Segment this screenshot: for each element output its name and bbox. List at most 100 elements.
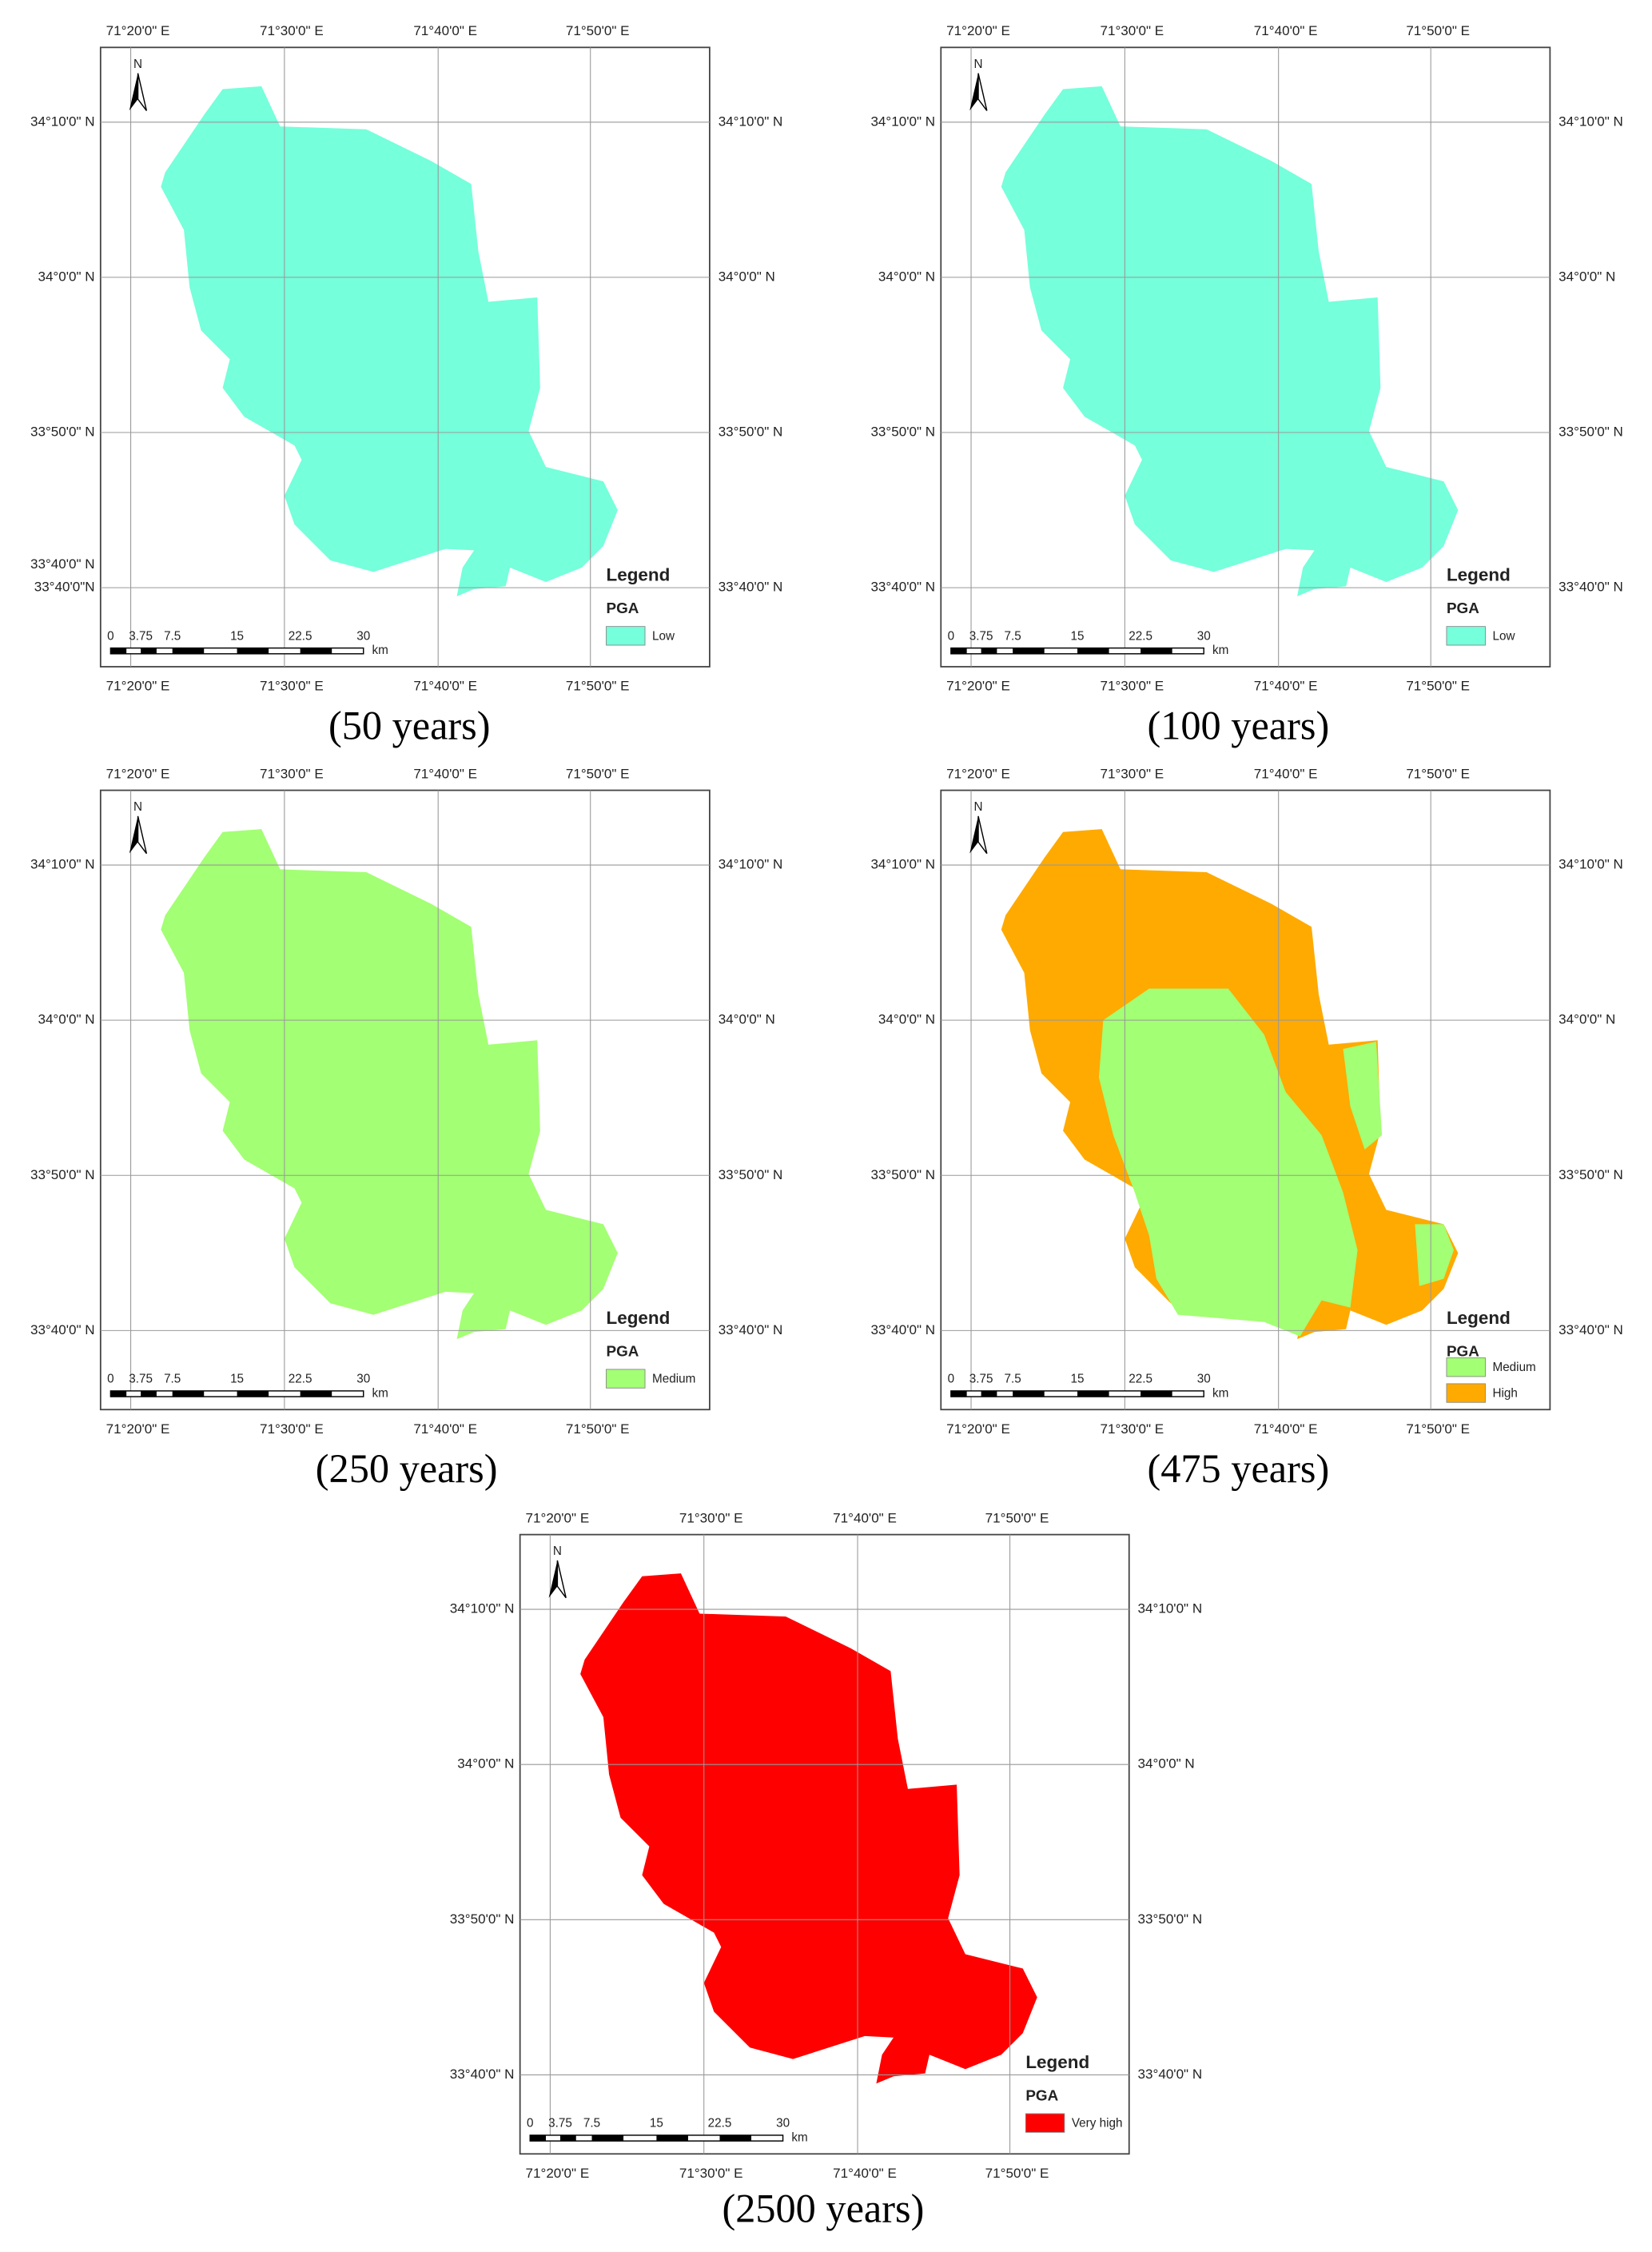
district-zone	[161, 86, 618, 596]
latitude-label: 34°10'0" N	[870, 114, 935, 129]
panel-caption: (100 years)	[1147, 704, 1329, 748]
scale-bar-segment	[1013, 648, 1045, 654]
district-zone	[1415, 1224, 1454, 1286]
panel-caption: (475 years)	[1147, 1446, 1329, 1491]
longitude-label: 71°40'0" E	[1254, 679, 1318, 694]
legend-label: Low	[652, 629, 675, 643]
legend-title: Legend	[606, 565, 670, 585]
longitude-label: 71°30'0" E	[679, 1510, 743, 1525]
panel-caption: (2500 years)	[722, 2186, 924, 2231]
longitude-label: 71°50'0" E	[1406, 766, 1470, 781]
latitude-label: 33°50'0" N	[30, 1167, 95, 1182]
latitude-label: 33°40'0"N	[34, 580, 95, 595]
north-arrow	[137, 73, 148, 111]
north-arrow	[129, 73, 138, 111]
scale-unit: km	[372, 644, 388, 657]
scale-bar-segment	[719, 2134, 752, 2142]
longitude-label: 71°40'0" E	[413, 1421, 477, 1437]
scale-label: 0	[107, 1373, 114, 1386]
latitude-label: 34°10'0" N	[1558, 114, 1623, 129]
longitude-label: 71°50'0" E	[566, 679, 630, 694]
longitude-label: 71°20'0" E	[106, 1421, 170, 1437]
scale-label: 3.75	[969, 629, 993, 643]
north-label: N	[974, 800, 983, 814]
scale-label: 15	[1071, 1373, 1085, 1386]
longitude-label: 71°30'0" E	[1100, 679, 1164, 694]
scale-bar-segment	[141, 1390, 157, 1397]
legend-title: Legend	[1025, 2052, 1089, 2072]
latitude-label: 34°0'0" N	[457, 1756, 514, 1772]
map-panel: 71°20'0" E 71°30'0" E 71°40'0" E 71°50'0" E…	[870, 766, 1622, 1437]
longitude-label: 71°20'0" E	[526, 1510, 590, 1525]
latitude-label: 33°40'0" N	[719, 580, 783, 595]
longitude-label: 71°20'0" E	[946, 679, 1010, 694]
legend-subtitle: PGA	[1447, 600, 1479, 616]
legend-subtitle: PGA	[606, 1342, 639, 1359]
scale-bar-segment	[656, 2134, 688, 2142]
map-panel: 71°20'0" E 71°30'0" E 71°40'0" E 71°50'0" E…	[450, 1510, 1202, 2181]
scale-label: 0	[527, 2117, 533, 2130]
scale-label: 7.5	[164, 1373, 181, 1386]
north-arrow	[137, 815, 148, 855]
north-arrow	[969, 73, 979, 111]
latitude-label: 34°0'0" N	[878, 269, 935, 284]
north-arrow	[977, 73, 988, 111]
scale-label: 15	[650, 2117, 663, 2130]
latitude-label: 33°40'0" N	[1558, 1322, 1623, 1337]
scale-bar-segment	[237, 648, 269, 654]
scale-bar-segment	[141, 648, 157, 654]
longitude-label: 71°40'0" E	[1254, 1421, 1318, 1437]
longitude-label: 71°30'0" E	[679, 2166, 743, 2181]
longitude-label: 71°40'0" E	[413, 23, 477, 38]
scale-label: 0	[948, 1373, 955, 1386]
latitude-label: 33°50'0" N	[1558, 1167, 1623, 1182]
longitude-label: 71°40'0" E	[1254, 23, 1318, 38]
longitude-label: 71°30'0" E	[1100, 1421, 1164, 1437]
latitude-label: 34°0'0" N	[719, 269, 775, 284]
scale-bar-segment	[1077, 1390, 1109, 1397]
legend-swatch	[1446, 1383, 1486, 1403]
scale-label: 22.5	[289, 1373, 312, 1386]
legend-label: High	[1492, 1386, 1517, 1400]
latitude-label: 33°40'0" N	[30, 556, 95, 572]
latitude-label: 34°0'0" N	[719, 1012, 775, 1027]
legend-title: Legend	[1447, 565, 1511, 585]
scale-bar-segment	[300, 1390, 332, 1397]
longitude-label: 71°30'0" E	[260, 1421, 324, 1437]
longitude-label: 71°40'0" E	[413, 766, 477, 781]
latitude-label: 33°50'0" N	[719, 424, 783, 440]
latitude-label: 33°40'0" N	[450, 2067, 515, 2082]
latitude-label: 33°50'0" N	[1558, 424, 1623, 440]
north-label: N	[553, 1545, 562, 1558]
scale-bar-segment	[950, 1390, 967, 1397]
longitude-label: 71°30'0" E	[260, 23, 324, 38]
latitude-label: 33°40'0" N	[1558, 580, 1623, 595]
legend-swatch	[606, 1369, 646, 1389]
scale-label: 7.5	[164, 629, 181, 643]
longitude-label: 71°20'0" E	[946, 23, 1010, 38]
latitude-label: 33°50'0" N	[719, 1167, 783, 1182]
legend-subtitle: PGA	[606, 600, 639, 616]
district-zone	[1343, 1042, 1383, 1150]
latitude-label: 33°50'0" N	[450, 1911, 515, 1927]
legend-swatch	[606, 626, 646, 646]
longitude-label: 71°20'0" E	[526, 2166, 590, 2181]
longitude-label: 71°50'0" E	[566, 23, 630, 38]
scale-bar-segment	[559, 2134, 576, 2142]
scale-unit: km	[1212, 644, 1228, 657]
longitude-label: 71°30'0" E	[1100, 766, 1164, 781]
district-zone	[580, 1573, 1037, 2084]
longitude-label: 71°50'0" E	[1406, 23, 1470, 38]
scale-bar-segment	[110, 648, 127, 654]
longitude-label: 71°40'0" E	[1254, 766, 1318, 781]
scale-label: 15	[230, 1373, 244, 1386]
figure-content: 71°20'0" E 71°30'0" E 71°40'0" E 71°50'0" E…	[30, 23, 1623, 2230]
scale-label: 0	[948, 629, 955, 643]
north-label: N	[974, 58, 983, 71]
latitude-label: 33°40'0" N	[1138, 2067, 1203, 2082]
latitude-label: 34°10'0" N	[30, 114, 95, 129]
longitude-label: 71°40'0" E	[833, 1510, 897, 1525]
north-arrow	[548, 1560, 558, 1598]
